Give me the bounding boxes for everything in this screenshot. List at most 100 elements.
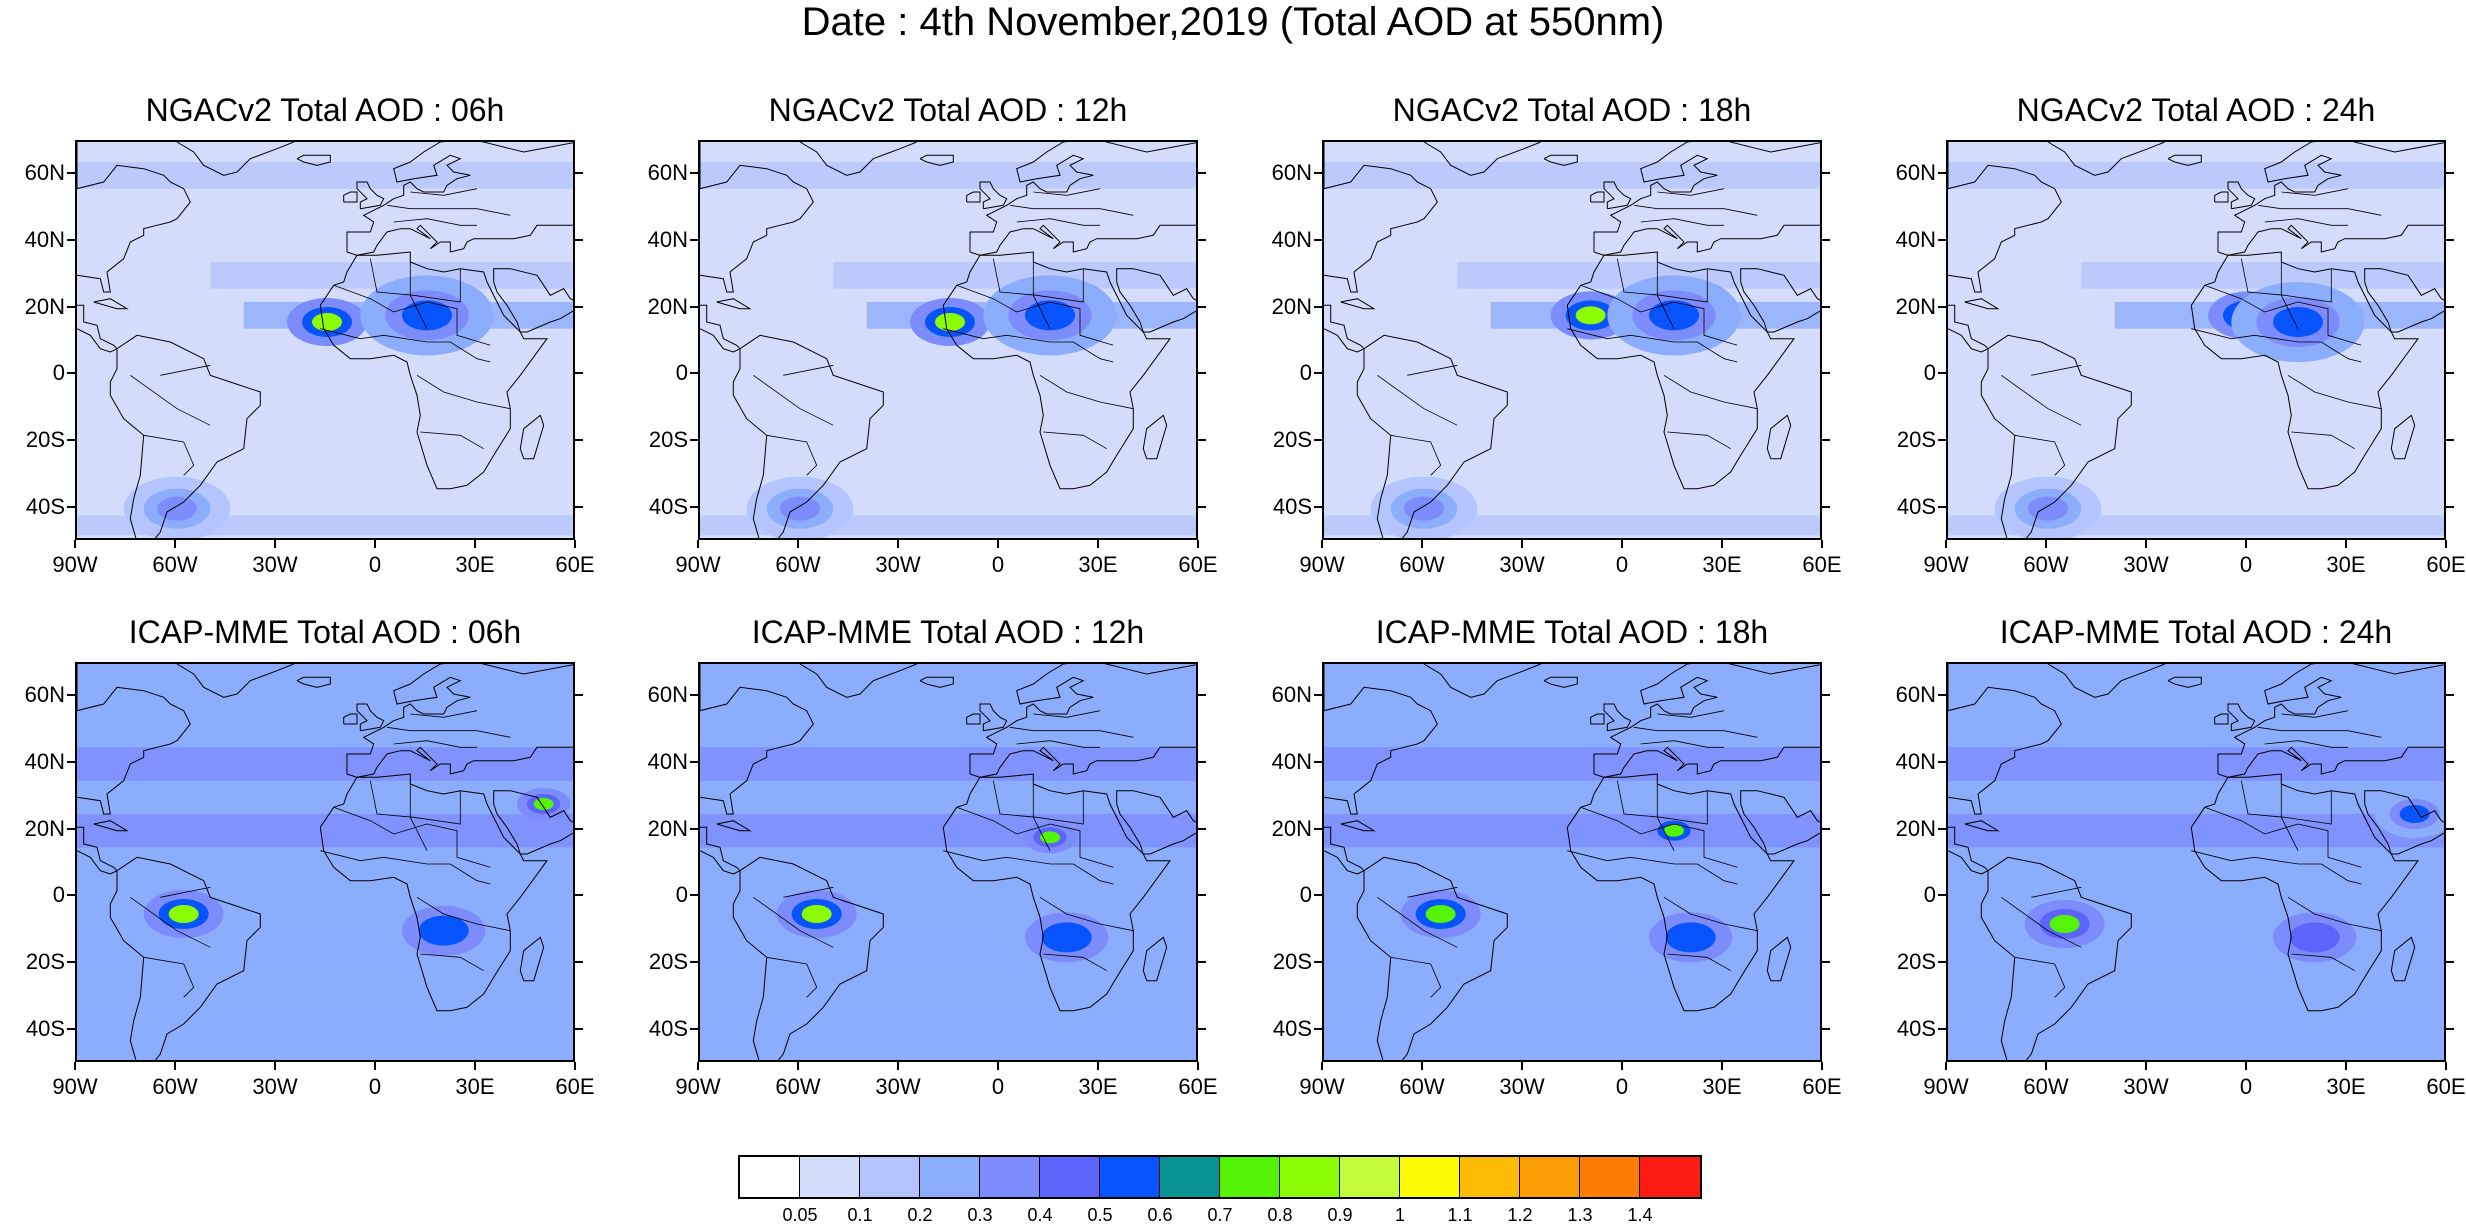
lon-tick-label: 0 [2239,1074,2253,1099]
coastline-namerica [77,142,191,293]
country-border [2031,364,2082,376]
coastlines [77,142,573,538]
lat-tick-mark [1198,505,1206,508]
panel-title: NGACv2 Total AOD : 18h [1392,92,1752,128]
lat-tick-label: 20N [1271,293,1312,319]
lon-tick-mark [2045,1062,2047,1070]
lat-tick-mark [1198,439,1206,441]
lon-tick-label: 60W [775,1074,821,1099]
colorbar-label: 0.3 [967,1205,993,1225]
lat-tick-mark [2446,305,2454,308]
country-border [333,284,491,346]
lon-tick-mark [74,540,76,548]
country-border [2264,218,2348,226]
aod-background [700,664,1196,1060]
lat-tick-label: 40S [1272,1015,1312,1041]
lat-tick-label: 20S [1896,949,1936,974]
colorbar-label: 1.2 [1507,1205,1533,1225]
country-border [992,258,1084,303]
lat-tick-label: 0 [1299,360,1312,386]
lat-tick-mark [1314,961,1322,963]
map-panel: ICAP-MME Total AOD : 06h 60N 40N 20N 0 20S 40S… [25,614,595,1099]
lat-tick-mark [67,827,75,830]
lat-tick-label: 40S [648,1015,688,1041]
panel-title: NGACv2 Total AOD : 12h [768,92,1128,128]
lat-tick-mark [1198,1027,1206,1030]
lon-tick-mark [1821,540,1823,548]
country-border [2257,726,2382,738]
lon-tick-mark [1621,540,1623,548]
lon-tick-mark [2245,1062,2247,1070]
lon-tick-mark [897,540,899,548]
country-border [1039,896,1134,932]
coastline-britain [2227,703,2256,732]
lat-tick-mark [575,305,583,308]
country-border [160,364,211,376]
map-panel: ICAP-MME Total AOD : 24h 60N 40N 20N 0 20S 40S… [1896,614,2466,1099]
country-border [783,364,834,376]
lat-tick-mark [690,172,698,175]
coastlines [1948,664,2444,1060]
country-border [1580,284,1738,346]
coastline-samerica [1980,856,2132,1060]
aod-background [1324,664,1820,1060]
lat-tick-label: 20S [648,427,688,452]
lon-tick-label: 30W [2123,552,2169,577]
aod-field [1948,142,2444,538]
country-border [369,780,461,825]
lat-tick-mark [1822,961,1830,963]
lat-tick-mark [1314,894,1322,897]
colorbar-label: 0.05 [782,1205,818,1225]
lon-tick-mark [274,540,276,548]
country-border [420,431,484,450]
lon-tick-label: 60E [1178,552,1218,577]
lat-tick-label: 0 [675,360,688,386]
lon-tick-mark [697,540,699,548]
lon-tick-label: 30E [1702,552,1742,577]
coastline-africa [942,773,1171,1012]
lat-tick-mark [2446,439,2454,441]
lon-tick-mark [2345,1062,2347,1070]
lat-tick-label: 20S [648,949,688,974]
coastline-europe [346,664,573,778]
country-border [1640,740,1724,748]
lon-tick-mark [1421,1062,1423,1070]
country-border [1640,218,1724,226]
lon-tick-label: 0 [1615,1074,1629,1099]
map-svg [77,142,573,538]
aod-plume [157,496,197,521]
lon-tick-mark [897,1062,899,1070]
lat-tick-label: 60N [24,682,65,708]
coastline-camerica [1948,304,1989,353]
lon-tick-mark [1321,540,1323,548]
colorbar-label: 1 [1394,1205,1405,1225]
lat-tick-label: 60N [1895,160,1936,186]
coastline-camerica [1324,826,1365,875]
map-svg [1948,142,2444,538]
aod-band [1948,747,2444,781]
coastline-europe [1593,664,1820,778]
country-border [1567,850,1738,885]
colorbar-swatch [740,1157,800,1197]
lon-tick-mark [74,1062,76,1070]
lat-tick-mark [690,439,698,441]
lon-tick-mark [797,1062,799,1070]
lat-tick-mark [1198,894,1206,897]
aod-plume [1025,300,1075,331]
country-border [1656,262,1675,329]
coastline-africa [2190,251,2419,490]
country-border [1633,204,1758,216]
lat-tick-label: 40N [1271,227,1312,252]
coastline-namerica [1324,664,1438,815]
coastline-iceland [919,676,954,688]
coastline-samerica [732,334,884,538]
map-panel: ICAP-MME Total AOD : 18h 60N 40N 20N 0 20S 40S… [1272,614,1842,1099]
coastline-cuba [93,820,129,832]
lon-tick-mark [1945,540,1947,548]
lat-tick-mark [575,961,583,963]
lat-tick-mark [575,827,583,830]
country-border [2280,784,2299,851]
lat-tick-label: 60N [647,682,688,708]
lat-tick-mark [67,172,75,175]
lat-tick-mark [1822,894,1830,897]
